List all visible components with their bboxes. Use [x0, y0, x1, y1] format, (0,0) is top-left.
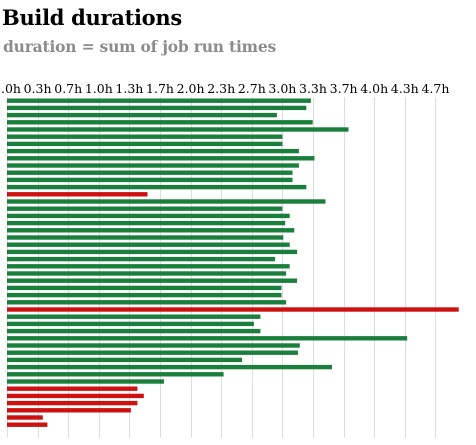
- x-tick-label: 3.3h: [299, 81, 327, 96]
- bar-failed-build[interactable]: [7, 422, 48, 427]
- bar-failed-build[interactable]: [7, 408, 131, 413]
- bar-passed-build[interactable]: [7, 184, 307, 190]
- bar-passed-build[interactable]: [7, 156, 315, 161]
- bar-passed-build[interactable]: [7, 264, 290, 269]
- bar-passed-build[interactable]: [7, 228, 295, 233]
- bars: [7, 98, 459, 427]
- x-tick-label: 3.0h: [268, 81, 296, 96]
- x-tick-label: .0h: [1, 81, 21, 96]
- bar-passed-build[interactable]: [7, 357, 242, 363]
- bar-passed-build[interactable]: [7, 343, 300, 348]
- x-tick-label: 0.3h: [24, 81, 52, 96]
- bar-passed-build[interactable]: [7, 364, 332, 370]
- bar-failed-build[interactable]: [7, 386, 138, 391]
- bar-passed-build[interactable]: [7, 127, 349, 132]
- bar-passed-build[interactable]: [7, 235, 284, 240]
- x-tick-label: 3.7h: [330, 81, 358, 96]
- x-tick-label: 0.7h: [54, 81, 82, 96]
- bar-passed-build[interactable]: [7, 199, 326, 204]
- x-tick-label: 2.7h: [238, 81, 266, 96]
- bar-failed-build[interactable]: [7, 400, 138, 406]
- bar-failed-build[interactable]: [7, 307, 459, 312]
- bar-passed-build[interactable]: [7, 148, 299, 154]
- bar-passed-build[interactable]: [7, 163, 299, 168]
- bar-passed-build[interactable]: [7, 350, 298, 355]
- x-axis-tick-labels: .0h 0.3h 0.7h 1.0h 1.3h 1.7h 2.0h 2.3h 2.7h 3.0h 3…: [1, 81, 449, 96]
- x-tick-label: 4.7h: [421, 81, 449, 96]
- bar-passed-build[interactable]: [7, 112, 277, 118]
- bar-passed-build[interactable]: [7, 278, 298, 283]
- bar-passed-build[interactable]: [7, 271, 287, 276]
- bar-passed-build[interactable]: [7, 336, 408, 341]
- bar-passed-build[interactable]: [7, 242, 290, 247]
- bar-passed-build[interactable]: [7, 134, 283, 139]
- bar-passed-build[interactable]: [7, 213, 290, 219]
- x-tick-label: 4.0h: [360, 81, 388, 96]
- bar-passed-build[interactable]: [7, 314, 261, 319]
- bar-passed-build[interactable]: [7, 220, 286, 226]
- bar-passed-build[interactable]: [7, 249, 298, 255]
- bar-passed-build[interactable]: [7, 98, 311, 103]
- bar-passed-build[interactable]: [7, 372, 224, 377]
- bar-failed-build[interactable]: [7, 393, 144, 399]
- bar-passed-build[interactable]: [7, 141, 283, 147]
- bar-passed-build[interactable]: [7, 105, 307, 111]
- bar-failed-build[interactable]: [7, 415, 43, 420]
- x-tick-label: 2.0h: [177, 81, 205, 96]
- bar-passed-build[interactable]: [7, 328, 261, 334]
- bar-passed-build[interactable]: [7, 285, 282, 291]
- x-tick-label: 2.3h: [207, 81, 235, 96]
- bar-passed-build[interactable]: [7, 206, 283, 211]
- bar-passed-build[interactable]: [7, 321, 254, 327]
- chart-subtitle: duration = sum of job run times: [3, 37, 277, 56]
- bar-passed-build[interactable]: [7, 120, 313, 125]
- bar-passed-build[interactable]: [7, 379, 164, 384]
- x-tick-label: 1.0h: [85, 81, 113, 96]
- bar-passed-build[interactable]: [7, 292, 282, 298]
- bar-failed-build[interactable]: [7, 192, 148, 197]
- chart-title: Build durations: [2, 5, 182, 30]
- bar-passed-build[interactable]: [7, 177, 293, 183]
- bar-passed-build[interactable]: [7, 256, 276, 262]
- x-tick-label: 4.3h: [391, 81, 419, 96]
- bar-passed-build[interactable]: [7, 300, 287, 305]
- x-tick-label: 1.7h: [146, 81, 174, 96]
- x-tick-label: 1.3h: [115, 81, 143, 96]
- bar-passed-build[interactable]: [7, 170, 293, 175]
